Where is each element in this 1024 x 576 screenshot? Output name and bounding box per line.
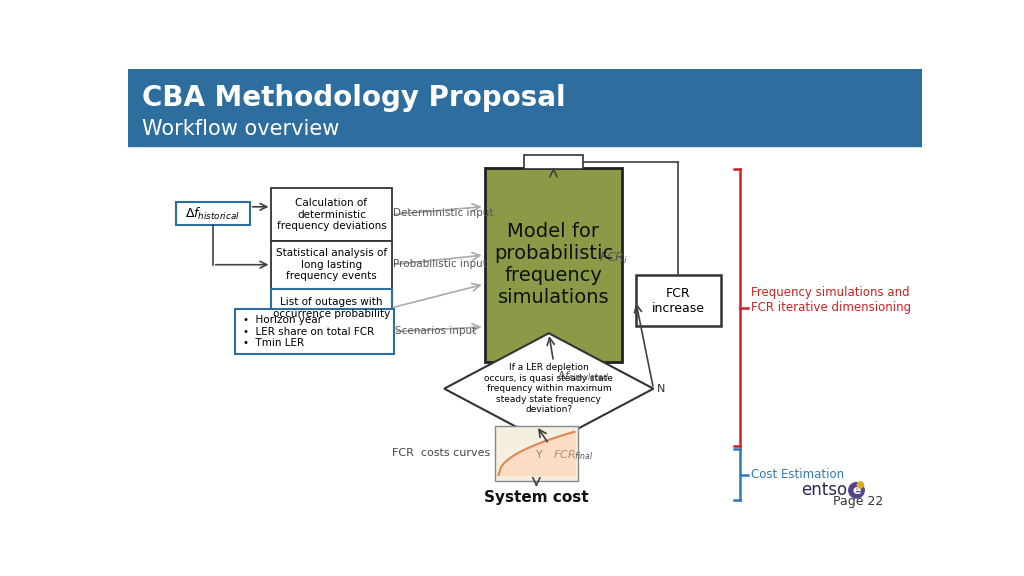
FancyBboxPatch shape (176, 202, 250, 225)
Text: e: e (852, 484, 861, 497)
Text: •  Horizon year
•  LER share on total FCR
•  Tmin LER: • Horizon year • LER share on total FCR … (243, 315, 374, 348)
Text: Workflow overview: Workflow overview (142, 119, 339, 139)
Circle shape (849, 483, 864, 498)
Text: Frequency simulations and
FCR iterative dimensioning: Frequency simulations and FCR iterative … (751, 286, 911, 314)
FancyBboxPatch shape (495, 426, 579, 481)
Text: System cost: System cost (484, 490, 589, 505)
Text: Model for
probabilistic
frequency
simulations: Model for probabilistic frequency simula… (494, 222, 613, 307)
Text: FCR  costs curves: FCR costs curves (392, 448, 490, 458)
Polygon shape (444, 334, 653, 444)
Text: Y: Y (536, 450, 543, 460)
Text: Cost Estimation: Cost Estimation (751, 468, 844, 481)
Text: entso: entso (801, 482, 847, 499)
Text: Probabilistic input: Probabilistic input (393, 259, 487, 268)
Text: Page 22: Page 22 (833, 495, 883, 509)
Text: Calculation of
deterministic
frequency deviations: Calculation of deterministic frequency d… (276, 198, 386, 231)
Text: List of outages with
occurrence probability: List of outages with occurrence probabil… (272, 297, 390, 319)
Text: Deterministic input: Deterministic input (393, 209, 494, 218)
FancyBboxPatch shape (636, 275, 721, 325)
FancyBboxPatch shape (524, 156, 583, 169)
FancyBboxPatch shape (271, 241, 391, 289)
Circle shape (857, 482, 863, 488)
Text: $FCR_{final}$: $FCR_{final}$ (553, 448, 593, 462)
FancyBboxPatch shape (484, 168, 623, 362)
Text: If a LER depletion
occurs, is quasi steady state
frequency within maximum
steady: If a LER depletion occurs, is quasi stea… (484, 363, 613, 414)
Text: CBA Methodology Proposal: CBA Methodology Proposal (142, 84, 565, 112)
Text: FCR
increase: FCR increase (651, 286, 705, 314)
FancyBboxPatch shape (234, 309, 394, 354)
Text: $FCR_i$: $FCR_i$ (599, 251, 628, 266)
FancyBboxPatch shape (271, 188, 391, 241)
FancyBboxPatch shape (271, 289, 391, 327)
Text: Statistical analysis of
long lasting
frequency events: Statistical analysis of long lasting fre… (275, 248, 387, 281)
Text: $\Delta f_{historical}$: $\Delta f_{historical}$ (185, 206, 241, 222)
Text: $\Delta f_{simulated}$: $\Delta f_{simulated}$ (557, 369, 609, 383)
Bar (128, 69, 922, 146)
Text: Scenarios input: Scenarios input (395, 325, 476, 336)
Text: N: N (656, 384, 665, 393)
